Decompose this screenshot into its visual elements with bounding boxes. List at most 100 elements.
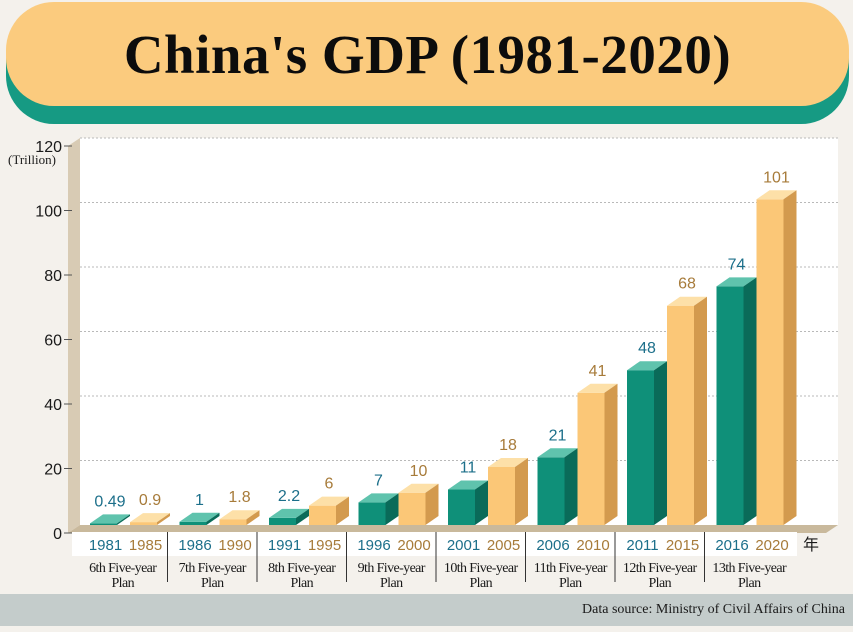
bar-2001 — [448, 489, 475, 525]
x-tick-label-2015: 2015 — [666, 537, 699, 554]
title-banner: China's GDP (1981-2020) — [6, 2, 849, 106]
value-label-2005: 18 — [499, 437, 517, 454]
bar-side-1981 — [117, 514, 130, 525]
value-label-1991: 2.2 — [278, 488, 300, 505]
y-tick-label: 80 — [44, 268, 62, 285]
value-label-2015: 68 — [678, 276, 696, 293]
bar-2011 — [627, 370, 654, 525]
bar-top-2001 — [448, 480, 488, 490]
bar-top-2015 — [667, 296, 707, 306]
plan-label-9: 9th Five-year — [358, 561, 426, 576]
bar-side-1991 — [296, 508, 309, 525]
x-tick-label-2006: 2006 — [536, 537, 569, 554]
plan-label-8: 8th Five-year — [268, 561, 336, 576]
bar-top-1985 — [130, 513, 170, 523]
bar-2010 — [577, 392, 605, 525]
bar-top-2010 — [577, 383, 618, 393]
footer-band: Data source: Ministry of Civil Affairs o… — [0, 594, 853, 626]
bar-side-1996 — [385, 493, 399, 525]
bar-side-2010 — [604, 383, 618, 525]
bar-side-2015 — [694, 296, 707, 525]
bar-top-1996 — [358, 493, 399, 503]
bar-2006 — [537, 457, 565, 525]
plan-label-7: 7th Five-year — [179, 561, 247, 576]
plan-label-12: Plan — [649, 576, 672, 591]
y-axis-unit: (Trillion) — [8, 152, 56, 167]
bar-top-1981 — [90, 514, 130, 524]
value-label-1995: 6 — [325, 476, 334, 493]
value-label-2001: 11 — [460, 460, 477, 477]
plan-label-12: 12th Five-year — [623, 561, 698, 576]
value-label-2000: 10 — [410, 463, 428, 480]
value-label-1996: 7 — [374, 472, 383, 489]
value-label-2006: 21 — [549, 427, 567, 444]
bar-2000 — [398, 492, 426, 525]
bar-side-1995 — [336, 496, 349, 525]
bar-top-1990 — [219, 510, 260, 520]
x-tick-label-2016: 2016 — [715, 537, 748, 554]
x-tick-label-1995: 1995 — [308, 537, 341, 554]
bar-2005 — [488, 466, 515, 525]
bar-top-2020 — [756, 190, 797, 200]
plan-label-10: 10th Five-year — [444, 561, 519, 576]
bar-top-1986 — [179, 512, 220, 522]
gdp-bar-chart: 0 20 40 60 80 100 120(Trillion) 0.49 1981 0.9 1985… — [8, 137, 838, 591]
plan-label-6: 6th Five-year — [89, 561, 157, 576]
plot-left-wall — [68, 138, 80, 533]
x-tick-label-2001: 2001 — [447, 537, 480, 554]
value-label-1981: 0.49 — [94, 493, 125, 510]
bar-2020 — [756, 199, 784, 525]
chart-title: China's GDP (1981-2020) — [123, 23, 732, 85]
bar-side-2011 — [654, 361, 667, 525]
bar-side-1986 — [206, 512, 220, 525]
x-axis-unit: 年 — [803, 535, 819, 554]
y-tick-label: 100 — [35, 204, 62, 221]
bar-top-1995 — [309, 496, 349, 506]
x-tick-label-1985: 1985 — [129, 537, 162, 554]
bar-2015 — [667, 305, 694, 525]
x-tick-label-2011: 2011 — [626, 537, 658, 554]
y-tick-label: 60 — [44, 333, 62, 350]
bar-side-2016 — [743, 277, 757, 525]
value-label-2011: 48 — [638, 340, 656, 357]
bar-1991 — [269, 517, 296, 525]
plan-label-9: Plan — [380, 576, 403, 591]
x-tick-label-2020: 2020 — [755, 537, 788, 554]
value-label-2016: 74 — [728, 256, 746, 273]
plan-label-11: Plan — [559, 576, 582, 591]
bar-top-2011 — [627, 361, 667, 371]
y-tick-label: 20 — [44, 462, 62, 479]
value-label-2020: 101 — [763, 169, 790, 186]
plan-label-13: Plan — [738, 576, 761, 591]
bar-side-2006 — [564, 448, 578, 525]
bar-side-2001 — [475, 480, 488, 525]
bar-top-1991 — [269, 508, 309, 518]
y-tick-label: 120 — [35, 139, 62, 156]
value-label-1990: 1.8 — [228, 489, 250, 506]
y-tick-label: 40 — [44, 397, 62, 414]
bar-side-2005 — [515, 457, 528, 525]
x-tick-label-2005: 2005 — [487, 537, 520, 554]
bar-top-2000 — [398, 483, 439, 493]
x-tick-label-1990: 1990 — [218, 537, 251, 554]
plan-label-11: 11th Five-year — [534, 561, 608, 576]
plot-background — [80, 138, 838, 525]
plan-label-10: Plan — [470, 576, 493, 591]
plan-label-6: Plan — [112, 576, 135, 591]
value-label-2010: 41 — [589, 363, 607, 380]
bar-1995 — [309, 505, 336, 525]
footer-edge — [0, 626, 853, 632]
bar-top-2006 — [537, 448, 578, 458]
bar-1996 — [358, 502, 386, 525]
bar-top-2005 — [488, 457, 528, 467]
bar-1985 — [130, 522, 157, 525]
value-label-1986: 1 — [195, 492, 204, 509]
bar-side-1990 — [246, 510, 260, 525]
bar-top-2016 — [716, 277, 757, 287]
x-tick-label-1996: 1996 — [357, 537, 390, 554]
value-label-1985: 0.9 — [139, 492, 161, 509]
y-tick-label: 0 — [53, 526, 62, 543]
bar-1981 — [90, 523, 117, 525]
bar-2016 — [716, 286, 744, 525]
bar-1986 — [179, 521, 207, 525]
